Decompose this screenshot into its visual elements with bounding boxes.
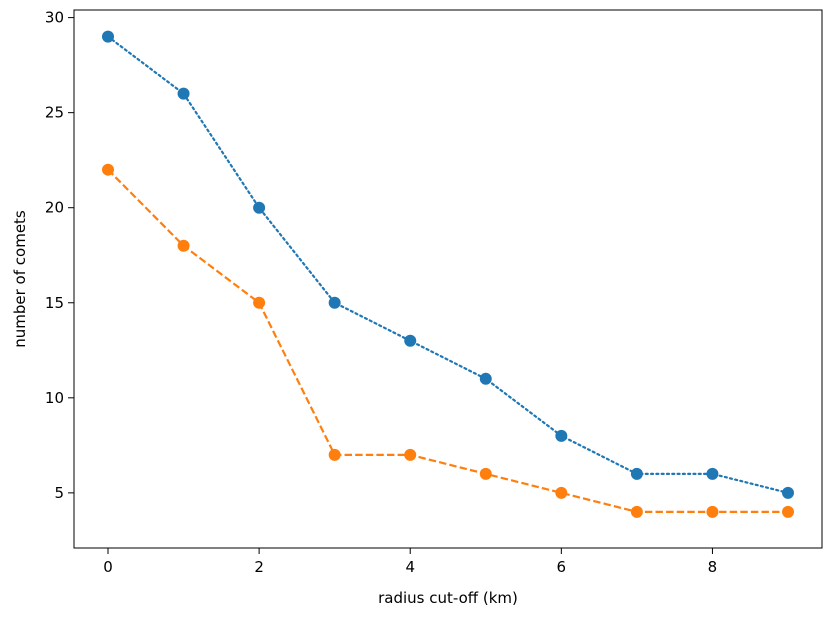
series-2-point	[102, 163, 114, 176]
series-2-point	[253, 296, 266, 309]
series-1-point	[630, 467, 643, 480]
series-1-point	[555, 429, 568, 442]
series-1-point	[404, 334, 417, 347]
series-1-point	[706, 467, 719, 480]
series-1-point	[479, 372, 492, 385]
y-tick-label: 25	[45, 104, 64, 122]
y-tick-label: 10	[45, 389, 64, 407]
series-1-point	[102, 30, 114, 43]
y-tick-label: 15	[45, 294, 64, 312]
series-1-point	[253, 201, 266, 214]
y-tick-label: 20	[45, 199, 64, 217]
series-layer	[102, 30, 794, 518]
series-2-point	[630, 505, 643, 518]
series-line-1	[106, 35, 790, 494]
series-2-point	[177, 239, 190, 252]
plot-area-frame	[73, 9, 823, 549]
y-tick-label: 5	[54, 484, 64, 502]
series-1-point	[328, 296, 341, 309]
series-1-point	[177, 87, 190, 100]
y-tick-label: 30	[45, 9, 64, 27]
series-line-2	[107, 168, 788, 513]
series-2-point	[555, 486, 568, 499]
series-1-point	[782, 486, 794, 499]
x-tick-label: 6	[557, 558, 567, 576]
series-2-point	[479, 467, 492, 480]
x-tick-label: 2	[254, 558, 264, 576]
x-tick-label: 8	[708, 558, 718, 576]
x-tick-label: 0	[103, 558, 113, 576]
series-2-point	[782, 505, 794, 518]
y-axis: 5 10 15 20 25 30	[45, 9, 74, 502]
y-axis-label: number of comets	[11, 210, 29, 348]
x-tick-label: 4	[405, 558, 415, 576]
series-2-point	[328, 448, 341, 461]
x-axis-label: radius cut-off (km)	[378, 589, 518, 607]
series-2-point	[706, 505, 719, 518]
series-2-point	[404, 448, 417, 461]
x-axis: 0 2 4 6 8	[103, 548, 717, 576]
